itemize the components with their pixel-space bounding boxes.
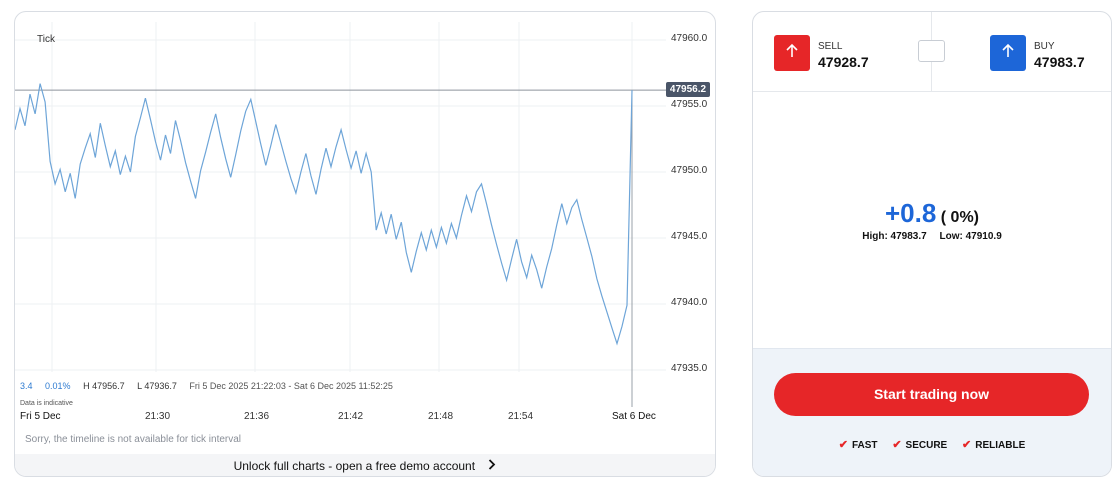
feature-item: ✔ RELIABLE (962, 438, 1025, 451)
y-axis-tick: 47950.0 (671, 165, 708, 176)
feature-label: SECURE (905, 440, 948, 451)
price-change: +0.8 (884, 198, 937, 228)
start-trading-button[interactable]: Start trading now (774, 373, 1089, 416)
features-row: ✔ FAST ✔ SECURE ✔ RELIABLE (753, 438, 1111, 451)
price-header: SELL 47928.7 BUY 47983.7 (753, 12, 1111, 92)
stats-low: L 47936.7 (137, 381, 177, 391)
arrow-up-icon (1000, 43, 1016, 64)
sell-label: SELL (818, 41, 843, 52)
day-high: High: 47983.7 (862, 231, 927, 242)
price-series-line (15, 83, 633, 346)
buy-price: 47983.7 (1034, 54, 1085, 70)
x-axis-tick: 21:54 (508, 411, 534, 422)
x-axis-tick: 21:30 (145, 411, 171, 422)
unlock-charts-link[interactable]: Unlock full charts - open a free demo ac… (15, 454, 715, 476)
timeline-note: Sorry, the timeline is not available for… (25, 434, 242, 445)
arrow-up-icon (784, 43, 800, 64)
stats-change: 3.4 (20, 381, 33, 391)
chart-card: Tick 47960.0 47955.0 47950.0 47945.0 479… (14, 11, 716, 477)
price-change-pct: ( 0%) (940, 209, 979, 226)
y-axis-tick: 47940.0 (671, 297, 708, 308)
x-axis-tick: Fri 5 Dec (20, 411, 61, 422)
x-axis-tick: 21:36 (244, 411, 270, 422)
day-low: Low: 47910.9 (939, 231, 1002, 242)
y-axis-tick: 47960.0 (671, 33, 708, 44)
current-price-tag: 47956.2 (666, 82, 710, 97)
check-icon: ✔ (962, 439, 972, 451)
feature-item: ✔ SECURE (892, 438, 947, 451)
feature-item: ✔ FAST (839, 438, 878, 451)
check-icon: ✔ (892, 439, 902, 451)
check-icon: ✔ (838, 439, 848, 451)
stats-range: Fri 5 Dec 2025 21:22:03 - Sat 6 Dec 2025… (189, 381, 393, 391)
y-axis-tick: 47945.0 (671, 231, 708, 242)
data-indicative-note: Data is indicative (20, 400, 73, 407)
stats-change-pct: 0.01% (45, 381, 71, 391)
stats-high: H 47956.7 (83, 381, 125, 391)
y-axis-tick: 47935.0 (671, 363, 708, 374)
buy-button[interactable] (990, 35, 1026, 71)
trade-card: SELL 47928.7 BUY 47983.7 +0.8 ( 0%) High… (752, 11, 1112, 477)
y-axis-tick: 47955.0 (671, 99, 708, 110)
x-axis-tick: 21:42 (338, 411, 364, 422)
buy-label: BUY (1034, 41, 1055, 52)
sell-button[interactable] (774, 35, 810, 71)
change-block: +0.8 ( 0%) (753, 198, 1111, 229)
stats-row: 3.4 0.01% H 47956.7 L 47936.7 Fri 5 Dec … (20, 381, 403, 391)
cta-panel: Start trading now ✔ FAST ✔ SECURE ✔ RELIABL… (753, 348, 1111, 476)
x-axis-tick: Sat 6 Dec (612, 411, 656, 422)
interval-label[interactable]: Tick (37, 34, 55, 45)
sell-price: 47928.7 (818, 54, 869, 70)
feature-label: FAST (851, 440, 878, 451)
chevron-right-icon (488, 454, 496, 476)
price-chart[interactable] (15, 12, 716, 477)
unlock-charts-label: Unlock full charts - open a free demo ac… (233, 459, 476, 473)
spread-box (918, 40, 945, 62)
high-low-row: High: 47983.7 Low: 47910.9 (753, 231, 1111, 242)
feature-label: RELIABLE (975, 440, 1026, 451)
x-axis-tick: 21:48 (428, 411, 454, 422)
